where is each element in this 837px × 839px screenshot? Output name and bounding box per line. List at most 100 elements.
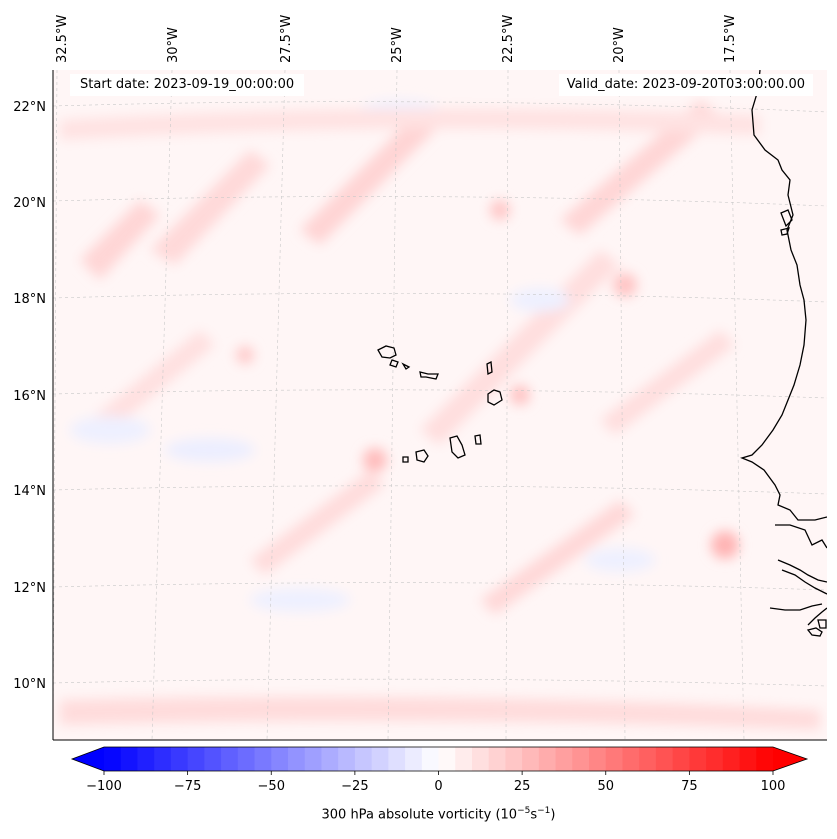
negative-patch	[165, 438, 255, 462]
lat-label: 12°N	[13, 581, 46, 596]
negative-patch	[510, 288, 570, 312]
colorbar-cell	[706, 747, 724, 771]
lat-label: 16°N	[13, 389, 46, 404]
positive-spot	[613, 273, 637, 297]
island-brava	[402, 456, 409, 463]
colorbar-cell	[605, 747, 624, 771]
lon-label: 25°W	[390, 27, 405, 63]
colorbar: −100 −75 −50 −25 0 25 50 75 100	[70, 746, 809, 794]
parallel	[53, 678, 827, 687]
island-santiago	[449, 435, 466, 459]
meridian	[266, 70, 286, 740]
colorbar-cell	[388, 747, 406, 771]
meridian	[53, 70, 58, 740]
positive-spot	[711, 531, 739, 559]
colorbar-cell	[371, 747, 389, 771]
start-date-label: Start date: 2023-09-19_00:00:00	[70, 74, 305, 96]
colorbar-cell	[622, 747, 640, 771]
lat-label: 20°N	[13, 196, 46, 211]
colorbar-ticks: −100 −75 −50 −25 0 25 50 75 100	[86, 771, 785, 794]
negative-patch	[70, 416, 150, 444]
colorbar-cell	[505, 747, 523, 771]
colorbar-cell	[137, 747, 155, 771]
colorbar-tick-label: 50	[597, 779, 614, 794]
coastline-segment	[806, 627, 823, 637]
negative-patch	[585, 548, 655, 572]
island-sao-nicolau	[419, 371, 439, 380]
coastline-segment	[780, 227, 790, 236]
vorticity-streak	[90, 330, 215, 435]
colorbar-cell	[287, 747, 306, 771]
colorbar-cell	[471, 747, 490, 771]
colorbar-tick-label: −25	[341, 779, 368, 794]
map-background	[53, 70, 827, 740]
colorbar-extend-min	[72, 747, 104, 771]
coastline-segment	[780, 209, 793, 228]
meridian	[387, 70, 398, 740]
positive-spot	[363, 448, 387, 472]
vorticity-streak	[420, 250, 620, 445]
colorbar-tick-label: 0	[434, 779, 442, 794]
colorbar-label-exp2: −1	[537, 806, 551, 816]
meridian	[505, 70, 509, 740]
island-boa-vista	[487, 389, 503, 406]
colorbar-cell	[739, 747, 757, 771]
colorbar-tick-label: −75	[174, 779, 201, 794]
coastline-segment	[807, 607, 827, 626]
colorbar-cell	[154, 747, 172, 771]
vorticity-streak	[80, 200, 160, 280]
colorbar-label-exp1: −5	[517, 806, 531, 816]
colorbar-cell	[338, 747, 356, 771]
colorbar-cell	[722, 747, 741, 771]
island-sal	[486, 360, 493, 376]
colorbar-label: 300 hPa absolute vorticity (10−5s−1)	[0, 806, 837, 822]
colorbar-tick-label: 100	[761, 779, 786, 794]
map-panel	[53, 70, 827, 740]
lat-label: 14°N	[13, 484, 46, 499]
lon-label: 20°W	[612, 27, 627, 63]
colorbar-cell	[455, 747, 473, 771]
island-maio	[474, 434, 482, 445]
meridian	[151, 70, 173, 740]
colorbar-cell	[639, 747, 657, 771]
colorbar-cell	[237, 747, 256, 771]
colorbar-cell	[104, 747, 122, 771]
colorbar-tick-label: 75	[681, 779, 698, 794]
colorbar-cell	[170, 747, 189, 771]
colorbar-cell	[221, 747, 239, 771]
colorbar-label-end: )	[550, 807, 556, 823]
vorticity-streak	[250, 470, 385, 575]
colorbar-cell	[120, 747, 139, 771]
valid-date-label: Valid_date: 2023-09-20T03:00:00.00	[558, 74, 813, 96]
colorbar-cell	[555, 747, 573, 771]
africa-coastline	[740, 70, 827, 521]
colorbar-cell	[254, 747, 272, 771]
colorbar-cell	[572, 747, 590, 771]
parallel	[53, 293, 827, 303]
coastlines	[377, 70, 827, 637]
colorbar-tick-label: 25	[514, 779, 531, 794]
colorbar-cell	[354, 747, 373, 771]
coastline-segment	[769, 603, 823, 611]
colorbar-cell	[321, 747, 339, 771]
island-fogo	[415, 449, 429, 463]
coastline-segment	[777, 559, 827, 583]
gridlines	[53, 70, 827, 740]
lat-label: 18°N	[13, 292, 46, 307]
lon-label: 27.5°W	[279, 15, 294, 63]
colorbar-cell	[538, 747, 557, 771]
coastline-segment	[817, 619, 827, 629]
colorbar-tick-label: −100	[86, 779, 122, 794]
lon-label: 30°W	[166, 27, 181, 63]
island-santa-luzia	[401, 362, 411, 370]
colorbar-cell	[271, 747, 289, 771]
colorbar-cell	[756, 747, 774, 771]
colorbar-cell	[589, 747, 607, 771]
parallel	[53, 485, 827, 495]
latitude-labels: 22°N 20°N 18°N 16°N 14°N 12°N 10°N	[13, 100, 46, 692]
colorbar-cell	[204, 747, 222, 771]
island-sao-vicente	[389, 359, 399, 368]
colorbar-tick-label: −50	[258, 779, 285, 794]
colorbar-cell	[438, 747, 456, 771]
